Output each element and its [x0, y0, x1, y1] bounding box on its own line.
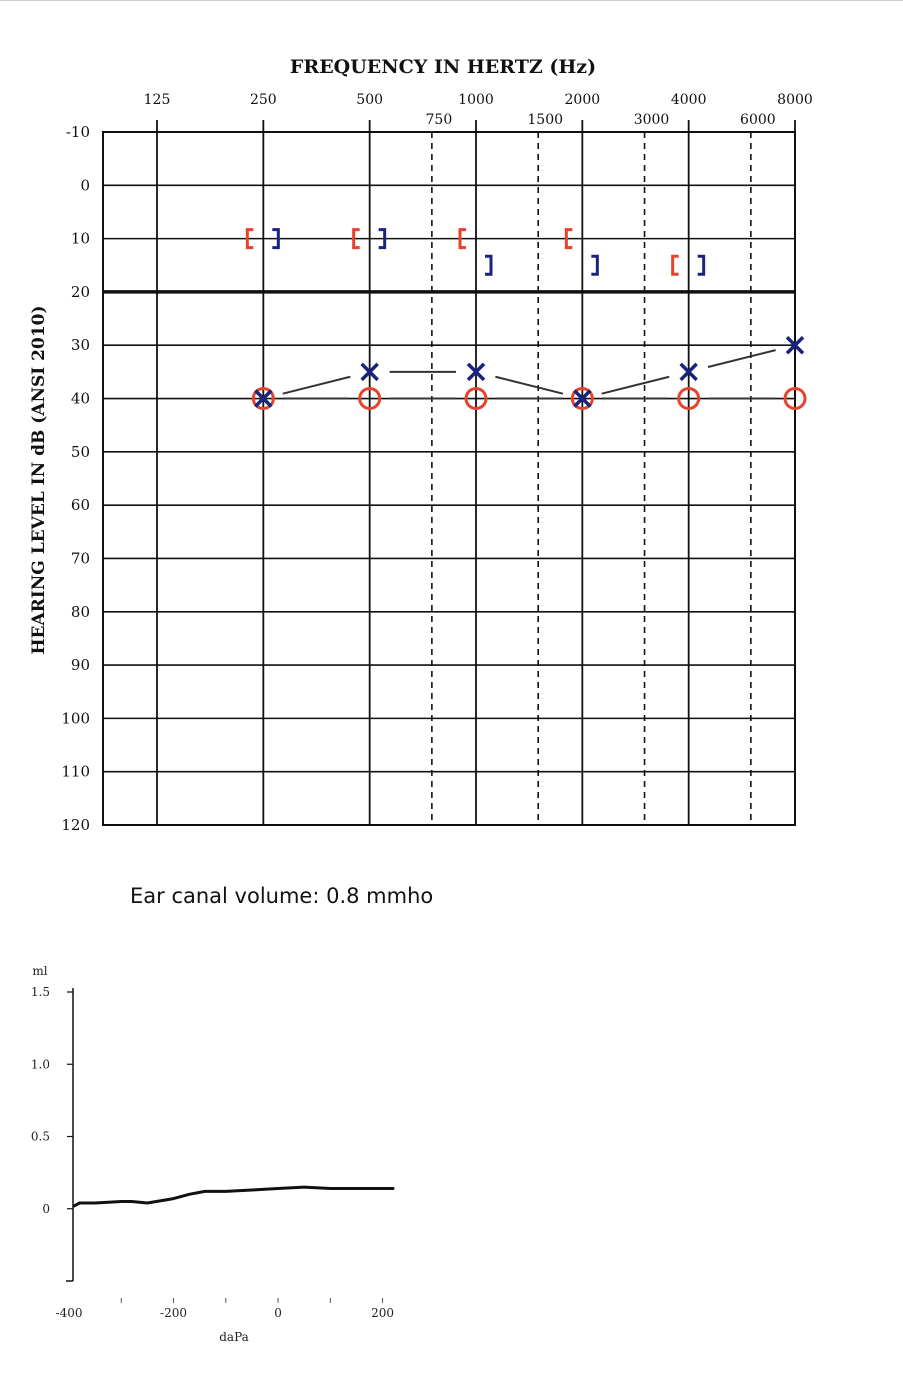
y-tick-label: 20 — [71, 283, 90, 301]
audiogram-y-axis-label: HEARING LEVEL IN dB (ANSI 2010) — [29, 305, 49, 654]
y-tick-label: 40 — [71, 390, 90, 408]
y-tick-label: -10 — [66, 123, 90, 141]
x-minor-tick-label: 1500 — [527, 112, 563, 128]
y-tick-label: 60 — [71, 496, 90, 514]
right-ear-air-o-marker — [783, 387, 807, 411]
x-minor-tick-label: 3000 — [634, 112, 670, 128]
audiogram-chart: FREQUENCY IN HERTZ (Hz) HEARING LEVEL IN… — [29, 56, 813, 834]
tympanogram-y-tick-label: 1.0 — [31, 1057, 50, 1071]
x-major-tick-label: 4000 — [671, 92, 707, 108]
tympanogram-x-tick-label: 200 — [371, 1306, 394, 1320]
connecting-line — [707, 349, 776, 368]
right-ear-air-o-marker — [464, 387, 488, 411]
right-ear-air-o-marker — [358, 387, 382, 411]
left-ear-bone-bracket-marker — [272, 228, 280, 250]
audiogram-plot-border — [102, 131, 796, 826]
x-major-tick-label: 125 — [144, 92, 171, 108]
left-ear-bone-bracket-marker — [378, 228, 387, 250]
y-tick-label: 80 — [71, 603, 90, 621]
tympanogram-chart: ml daPa 0 0.5 1.0 1.5 -400 -200 0 200 — [31, 964, 395, 1344]
left-ear-air-x-marker — [466, 362, 486, 382]
right-ear-bone-bracket-marker — [564, 228, 573, 250]
tympanogram-x-tick-label: 0 — [274, 1306, 282, 1320]
tympanogram-y-tick-label: 0.5 — [31, 1130, 50, 1144]
tympanogram-curve-group — [72, 1185, 395, 1208]
top-border — [0, 0, 903, 1]
y-tick-label: 50 — [71, 443, 90, 461]
y-tick-label: 120 — [61, 816, 90, 834]
y-tick-label: 100 — [61, 709, 90, 727]
audiogram-marks — [245, 228, 807, 411]
tympanogram-y-tick-label: 0 — [42, 1202, 50, 1216]
audiogram-title: FREQUENCY IN HERTZ (Hz) — [290, 56, 596, 78]
left-ear-air-x-marker — [360, 362, 379, 382]
right-ear-air-o-marker — [677, 387, 701, 411]
y-tick-label: 70 — [71, 549, 90, 567]
y-tick-label: 0 — [80, 176, 90, 194]
y-tick-label: 30 — [71, 336, 90, 354]
right-ear-bone-bracket-marker — [458, 228, 466, 250]
left-ear-air-x-marker — [785, 335, 805, 355]
audiogram-lines — [282, 349, 776, 400]
tympanogram-x-label: daPa — [219, 1330, 249, 1344]
y-tick-label: 90 — [71, 656, 90, 674]
audiogram-grid: -10 0 10 20 30 40 50 60 70 80 90 100 110 120 125 250 500… — [61, 92, 812, 834]
x-major-tick-label: 8000 — [777, 92, 813, 108]
right-ear-bone-bracket-marker — [352, 228, 360, 250]
left-ear-bone-bracket-marker — [485, 254, 493, 276]
left-ear-air-x-marker — [254, 389, 273, 408]
connecting-line — [601, 375, 670, 395]
left-ear-air-x-marker — [573, 389, 592, 408]
x-major-tick-label: 1000 — [458, 92, 494, 108]
tympanogram-x-tick-label: -400 — [56, 1306, 83, 1320]
connecting-line — [282, 375, 351, 395]
x-major-tick-label: 500 — [356, 92, 383, 108]
y-tick-label: 10 — [71, 230, 90, 248]
connecting-line — [495, 375, 564, 395]
ear-canal-volume-label: Ear canal volume: 0.8 mmho — [130, 884, 434, 908]
y-tick-label: 110 — [61, 763, 90, 781]
left-ear-air-x-marker — [679, 362, 698, 382]
x-minor-tick-label: 750 — [426, 112, 453, 128]
tympanogram-x-tick-label: -200 — [160, 1306, 187, 1320]
right-ear-air-o-marker — [251, 387, 275, 411]
x-major-tick-label: 2000 — [565, 92, 601, 108]
x-major-tick-label: 250 — [250, 92, 277, 108]
tympanogram-y-tick-label: 1.5 — [31, 985, 50, 999]
left-ear-bone-bracket-marker — [697, 254, 706, 276]
right-ear-bone-bracket-marker — [245, 228, 254, 250]
tympanogram-curve — [72, 1185, 395, 1208]
x-minor-tick-label: 6000 — [740, 112, 776, 128]
right-ear-bone-bracket-marker — [671, 254, 679, 276]
tympanogram-axes: 0 0.5 1.0 1.5 -400 -200 0 200 — [31, 985, 394, 1320]
left-ear-bone-bracket-marker — [591, 254, 599, 276]
right-ear-air-o-marker — [570, 387, 594, 411]
tympanogram-y-unit: ml — [32, 964, 47, 978]
